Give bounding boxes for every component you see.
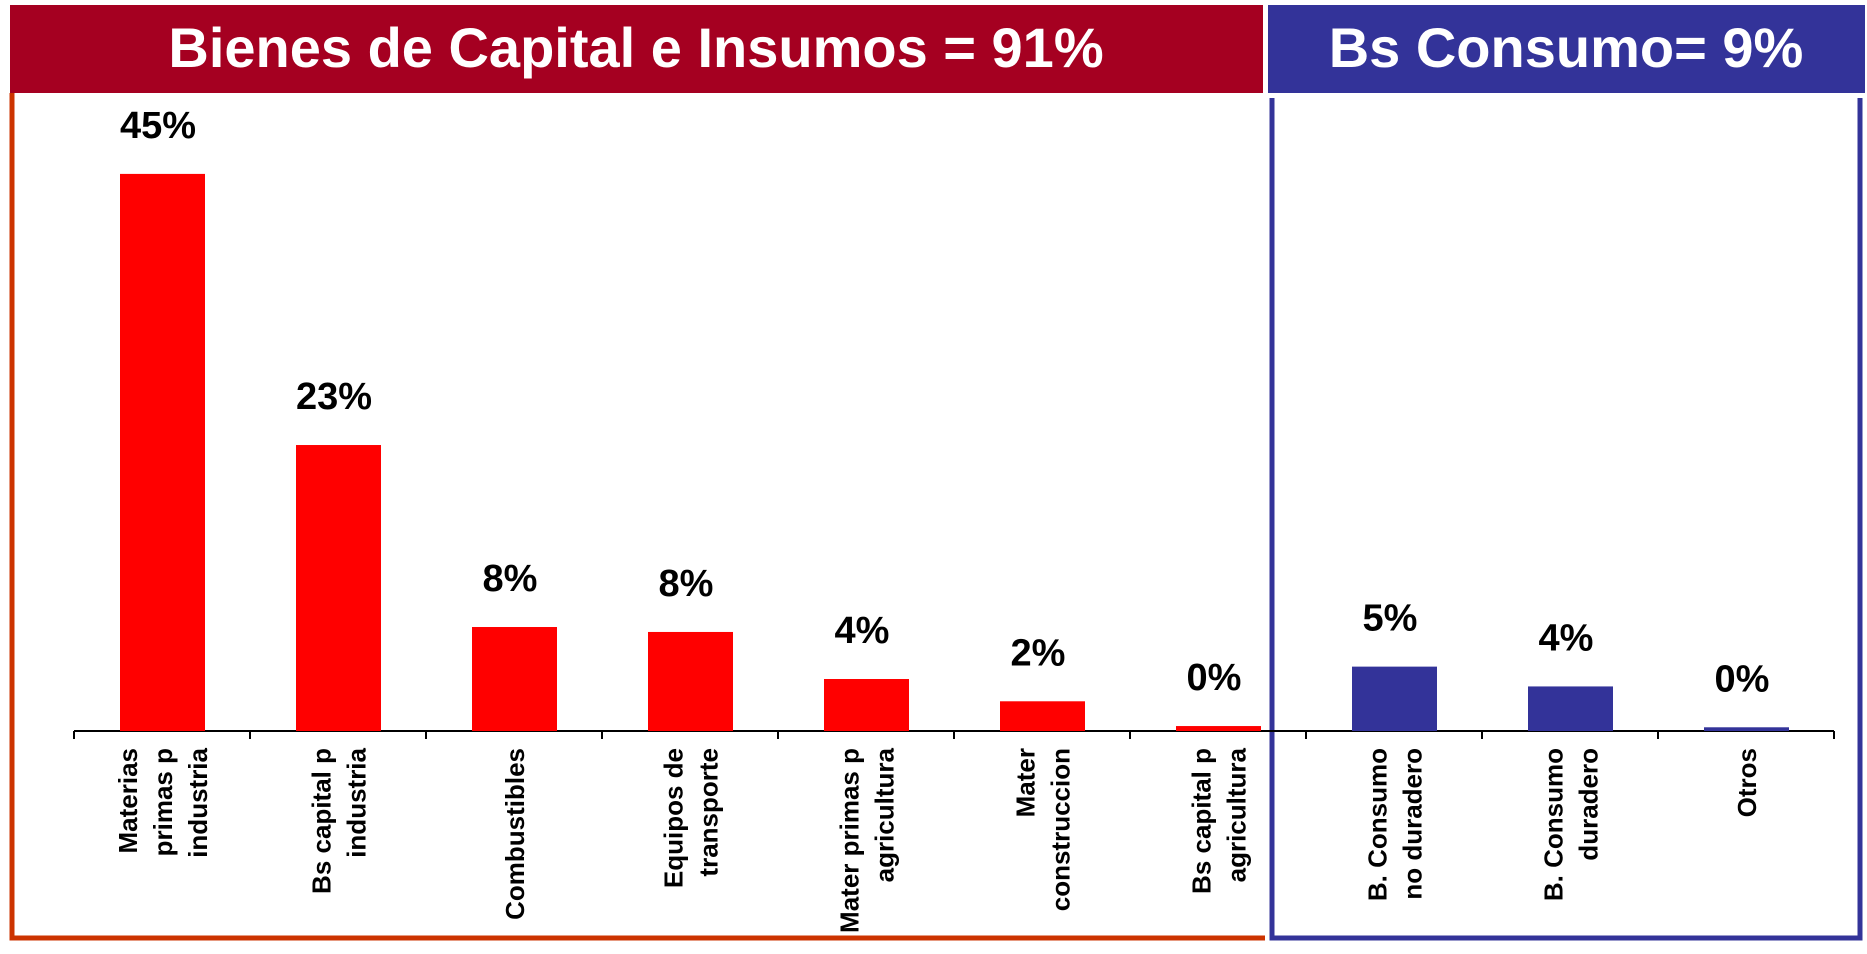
x-tick-label: Bs capital p [307,748,337,894]
group-frame [1269,98,1863,941]
group-title: Bienes de Capital e Insumos = 91% [168,16,1103,79]
x-tick-label: transporte [694,748,724,877]
x-tick-label: Mater [1011,748,1041,817]
value-label: 4% [1539,617,1594,659]
x-tick-label: construccion [1046,748,1076,911]
x-tick-label: primas p [148,748,178,856]
x-tick-label: Combustibles [500,748,530,920]
bar [472,627,557,731]
x-tick-label: industria [183,747,213,857]
x-tick-label: Materias [113,748,143,854]
group-frame [9,93,1265,941]
value-label: 4% [835,610,890,652]
x-tick-label: duradero [1574,748,1604,861]
bar [1352,666,1437,731]
bar [1176,726,1261,731]
value-label: 2% [1011,632,1066,674]
bar [1528,686,1613,731]
value-label: 5% [1363,598,1418,640]
x-tick-label: Otros [1732,748,1762,817]
bar [1704,727,1789,731]
bar [120,173,205,731]
value-label: 8% [483,558,538,600]
x-tick-label: B. Consumo [1363,748,1393,901]
value-label: 0% [1715,658,1770,700]
x-tick-label: no duradero [1398,748,1428,900]
x-tick-label: Mater primas p [835,748,865,933]
group-header [1268,5,1865,93]
x-tick-label: Bs capital p [1187,748,1217,894]
group-header [10,5,1263,93]
bar [1000,701,1085,731]
value-label: 8% [659,563,714,605]
x-tick-label: Equipos de [659,748,689,888]
x-tick-label: industria [342,747,372,857]
group-title: Bs Consumo= 9% [1329,16,1804,79]
bar [824,679,909,731]
x-tick-label: agricultura [870,747,900,882]
value-label: 23% [296,376,372,418]
x-tick-label: B. Consumo [1539,748,1569,901]
value-label: 0% [1187,657,1242,699]
value-label: 45% [120,105,196,147]
bar [648,631,733,731]
x-tick-label: agricultura [1222,747,1252,882]
bar [296,445,381,731]
